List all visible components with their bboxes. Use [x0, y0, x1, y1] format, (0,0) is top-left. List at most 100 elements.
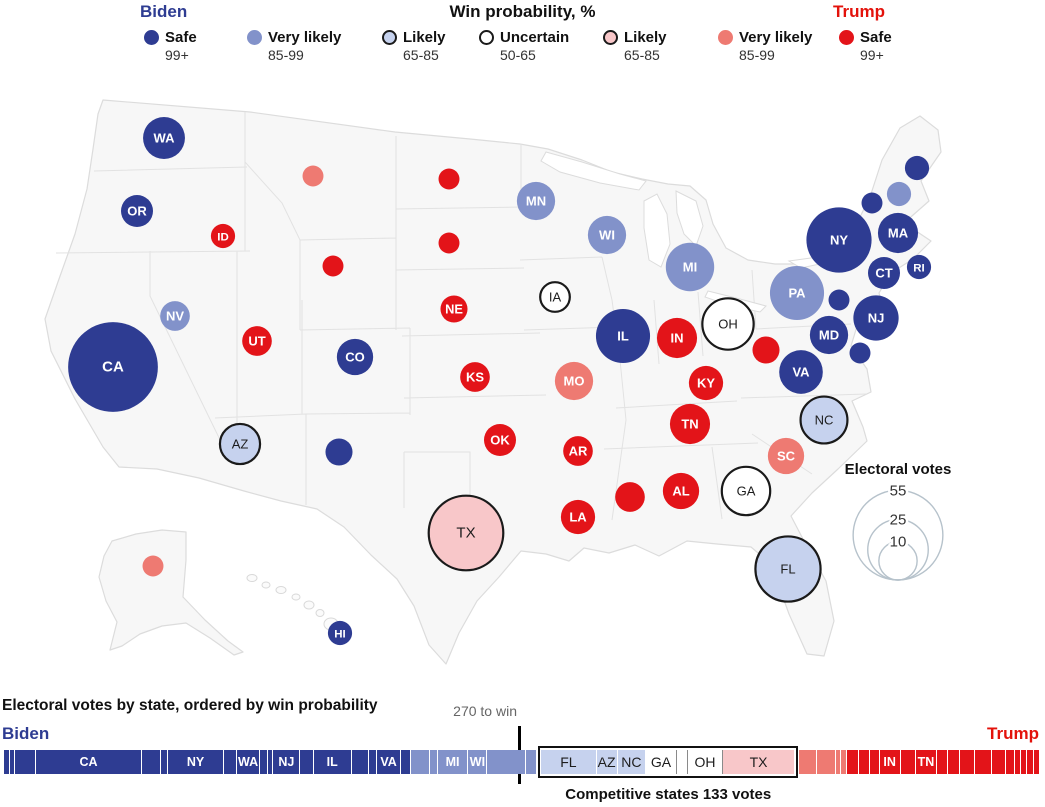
bar-segment-OH: OH: [688, 750, 723, 774]
hawaii-islands: [246, 574, 339, 631]
legend-item-label: Likely: [624, 29, 667, 46]
bar-segment-ND: [1021, 750, 1026, 774]
legend-item-label: Uncertain: [500, 29, 570, 46]
bar-segment-DE: [267, 750, 273, 774]
state-bubble-MS: [615, 482, 645, 512]
state-bubble-label: IN: [671, 331, 684, 346]
state-bubble-AK: [142, 555, 164, 577]
state-bubble-label: CA: [102, 359, 124, 376]
legend-item-range: 65-85: [624, 47, 660, 63]
bar-segment-label: AZ: [597, 754, 616, 770]
bar-segment-RI: [260, 750, 267, 774]
bar-segment-WA: WA: [237, 750, 260, 774]
state-bubble-IN: IN: [656, 317, 698, 359]
bar-segment-ID: [1026, 750, 1034, 774]
trump_likely-dot-icon: [603, 30, 618, 45]
state-bubble-SD: [438, 232, 460, 254]
bar-segment-CO: [351, 750, 368, 774]
bar-segment-MO: [816, 750, 835, 774]
state-bubble-VT: [861, 192, 883, 214]
state-bubble-MA: MA: [877, 212, 919, 254]
bar-segment-ME: [369, 750, 376, 774]
great-lakes: [540, 151, 838, 313]
state-bubble-NM: [325, 438, 353, 466]
state-bubble-label: SC: [777, 449, 796, 464]
state-bubble-label: AZ: [232, 437, 249, 452]
bar-segment-SD: [1015, 750, 1020, 774]
state-bubble-label: NY: [830, 233, 848, 248]
state-bubble-CT: CT: [867, 256, 901, 290]
state-bubble-LA: LA: [560, 499, 596, 535]
state-bubble-SC: SC: [767, 437, 805, 475]
trump_safe-dot-icon: [839, 30, 854, 45]
bar-segment-label: NJ: [278, 755, 295, 769]
state-bubble-ME: [904, 155, 930, 181]
state-bubble-UT: UT: [242, 326, 272, 356]
bar-segment-TN: TN: [915, 750, 936, 774]
bar-segment-NC: NC: [617, 750, 646, 774]
state-bubble-label: GA: [737, 484, 756, 499]
legend-item-range: 65-85: [403, 47, 439, 63]
legend-item-range: 99+: [165, 47, 189, 63]
bar-segment-NJ: NJ: [273, 750, 300, 774]
bar-segment-SC: [799, 750, 816, 774]
state-bubble-label: OH: [718, 317, 738, 332]
state-bubble-label: LA: [569, 510, 587, 525]
legend-trump-label: Trump: [833, 2, 885, 21]
state-bubble-AL: AL: [662, 472, 700, 510]
state-bubble-RI: RI: [906, 254, 932, 280]
state-bubble-label: VA: [792, 365, 810, 380]
state-bubble-label: MO: [564, 374, 585, 389]
bar-segment-label: WA: [238, 755, 259, 769]
bar-trump-label: Trump: [987, 724, 1039, 743]
state-bubble-label: FL: [780, 562, 795, 577]
state-bubble-NH: [886, 181, 912, 207]
state-bubble-label: WA: [154, 131, 176, 146]
bar-segment-label: CA: [79, 755, 98, 769]
legend-item-trump_likely: Likely 65-85: [603, 29, 667, 63]
legend-item-trump_very_likely: Very likely 85-99: [718, 29, 812, 63]
bar-segment-NV: [525, 750, 537, 774]
state-bubble-label: NJ: [868, 311, 885, 326]
state-bubble-label: NC: [815, 413, 834, 428]
bar-segment-VA: VA: [376, 750, 401, 774]
legend-item-biden_safe: Safe 99+: [144, 29, 197, 63]
bar-segment-NY: NY: [168, 750, 223, 774]
legend-item-range: 99+: [860, 47, 884, 63]
state-bubble-MD: MD: [809, 315, 849, 355]
legend-item-label: Very likely: [268, 29, 342, 46]
biden_safe-dot-icon: [144, 30, 159, 45]
us-mainland-shape: [44, 99, 942, 665]
bar-segment-label: NY: [186, 755, 205, 769]
bar-segment-PA: [487, 750, 525, 774]
bar-segment-UT: [847, 750, 858, 774]
state-bubble-label: PA: [788, 286, 806, 301]
bar-segment-WV: [1005, 750, 1015, 774]
state-bubble-ND: [438, 168, 460, 190]
state-bubble-label: IL: [617, 329, 629, 344]
state-bubble-OK: OK: [483, 423, 517, 457]
state-bubble-label: MA: [888, 226, 909, 241]
bar-segment-IA: [676, 750, 689, 774]
alaska-shape: [98, 529, 244, 656]
bar-segment-NM: [401, 750, 411, 774]
biden_likely-dot-icon: [382, 30, 397, 45]
state-bubble-MO: MO: [554, 361, 594, 401]
state-bubble-AZ: AZ: [218, 422, 262, 466]
state-bubble-WY: [322, 255, 344, 277]
bar-segment-TX: TX: [722, 750, 795, 774]
size-legend-value: 25: [890, 512, 907, 529]
state-bubble-label: CO: [345, 350, 365, 365]
bar-segment-MS: [858, 750, 870, 774]
us-bubble-map: WA OR CA NV ID UT CO AZ NE KS OK TX MN IA MO AR LA WI IL MI…: [44, 99, 951, 665]
state-bubble-label: KS: [466, 370, 484, 385]
ev-size-legend: Electoral votes 55 25 10: [845, 461, 951, 581]
state-bubble-FL: FL: [754, 535, 822, 603]
bar-segment-label: IN: [883, 755, 896, 769]
bar-segment-label: MI: [445, 755, 460, 769]
state-bubble-MT: [302, 165, 324, 187]
bar-segment-OR: [300, 750, 313, 774]
bar-segment-VT: [9, 750, 15, 774]
state-bubble-IL: IL: [595, 308, 651, 364]
